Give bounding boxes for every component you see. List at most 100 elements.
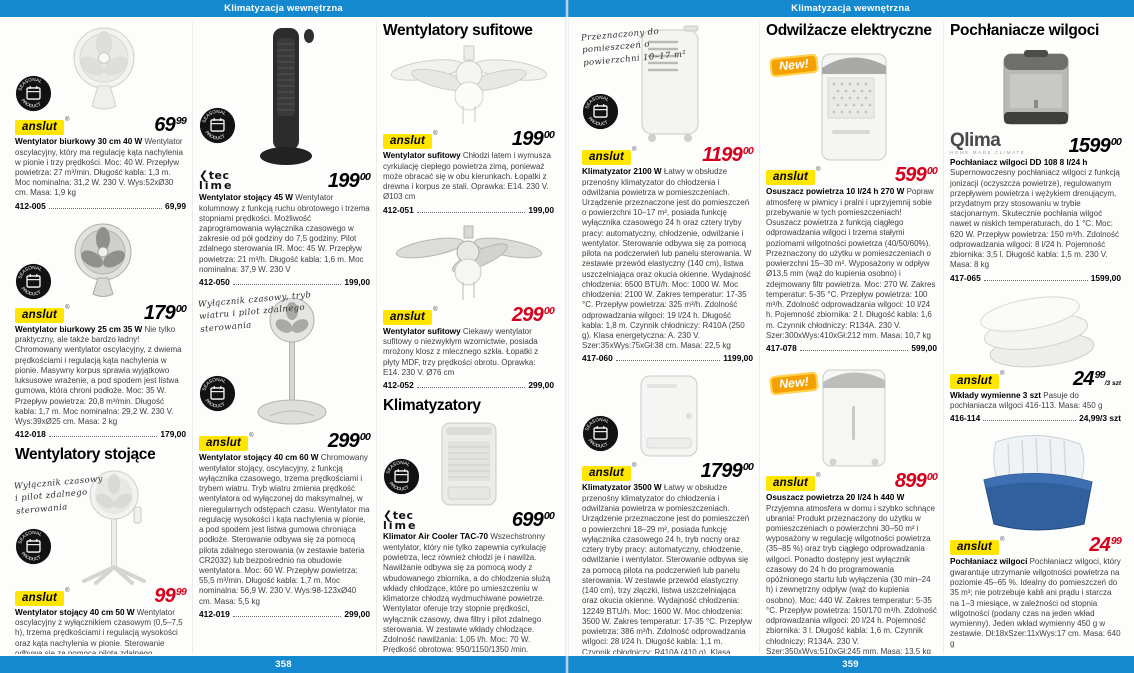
catalog-page-left: Klimatyzacja wewnętrzna xyxy=(0,0,567,673)
product-title: Klimator Air Cooler TAC-70 xyxy=(383,532,489,542)
dotted-leader xyxy=(232,615,342,617)
dotted-leader xyxy=(48,207,163,209)
section-header-dehumidifiers: Odwilżacze elektryczne xyxy=(766,22,932,39)
svg-text:PRODUCT: PRODUCT xyxy=(20,550,41,561)
product-image-desk-fan-chrome: SEASONAL PRODUCT xyxy=(15,218,186,302)
article-number: 416-114 xyxy=(950,413,981,424)
product-image-tower-fan: SEASONAL PRODUCT xyxy=(199,22,370,170)
article-price: 69,99 xyxy=(165,200,186,211)
teclime-logo: ❮tec lime xyxy=(199,169,234,193)
category-header-bar: Klimatyzacja wewnętrzna xyxy=(0,0,567,17)
svg-text:PRODUCT: PRODUCT xyxy=(587,438,608,449)
article-number: 417-065 xyxy=(950,272,981,283)
svg-text:PRODUCT: PRODUCT xyxy=(388,481,409,492)
price: 159900 xyxy=(1068,134,1122,157)
price: 119900 xyxy=(702,144,754,166)
product-description: Klimator Air Cooler TAC-70 Wszechstronny… xyxy=(383,532,551,654)
column-5: Odwilżacze elektryczne New! xyxy=(759,22,943,654)
anslut-logo: anslut xyxy=(15,120,65,135)
product-417-061: SEASONAL PRODUCT anslut® 179900 Klimatyz… xyxy=(582,370,754,654)
page-content: SEASONAL PRODUCT anslut® 6999 Wentylator… xyxy=(0,17,567,656)
anslut-logo: anslut xyxy=(582,150,632,165)
product-title: Wentylator stojący 40 cm 60 W xyxy=(199,453,319,463)
dotted-leader xyxy=(416,211,526,213)
product-description: Klimatyzator 3500 W Łatwy w obsłudze prz… xyxy=(582,483,752,654)
section-header-moisture-absorbers: Pochłaniacze wilgoci xyxy=(950,22,1100,39)
product-description: Klimatyzator 2100 W Łatwy w obsłudze prz… xyxy=(582,167,752,351)
article-price: 24,99 xyxy=(1100,652,1121,654)
product-image-stand-fan-chrome: Wyłącznik czasowy, tryb wiatru i pilot z… xyxy=(198,290,370,430)
seasonal-product-badge: SEASONAL PRODUCT xyxy=(582,415,619,452)
section-header-standing-fans: Wentylatory stojące xyxy=(15,446,156,464)
article-row: 412-051 199,00 xyxy=(383,205,554,215)
price: 6999 xyxy=(154,114,187,136)
article-price: 179,00 xyxy=(160,429,186,440)
dotted-leader xyxy=(615,360,721,362)
price: 29900 xyxy=(327,430,371,453)
qlima-logo: Qlima HOME MADE CLIMATE xyxy=(950,130,1026,156)
seasonal-product-badge: SEASONAL PRODUCT xyxy=(15,528,52,565)
product-description: Wentylator stojący 40 cm 50 W Wentylator… xyxy=(15,607,183,654)
article-number: 417-060 xyxy=(582,353,613,364)
article-number: 412-052 xyxy=(383,380,414,391)
article-row: 412-050 199,00 xyxy=(199,277,370,287)
page-number-bar: 358 xyxy=(0,656,567,673)
article-price: 199,00 xyxy=(344,277,370,288)
anslut-logo: anslut xyxy=(950,373,1000,389)
anslut-logo: anslut xyxy=(766,476,816,492)
price: 9999 xyxy=(154,584,187,607)
article-number: 412-018 xyxy=(15,429,46,440)
section-header-air-conditioners: Klimatyzatory xyxy=(383,397,481,415)
article-row: 416-114 24,99/3 szt xyxy=(950,413,1121,423)
product-image-moisture-absorber-box xyxy=(950,430,1121,534)
svg-text:PRODUCT: PRODUCT xyxy=(587,116,608,127)
category-header-bar: Klimatyzacja wewnętrzna xyxy=(567,0,1134,17)
article-number: 412-019 xyxy=(199,608,230,619)
product-title: Osuszacz powietrza 20 l/24 h 440 W xyxy=(766,493,905,503)
product-image-portable-ac-3500: SEASONAL PRODUCT xyxy=(582,370,753,460)
registered-mark: ® xyxy=(65,117,70,123)
dotted-leader xyxy=(416,387,526,389)
product-description: Osuszacz powietrza 10 l/24 h 270 W Popra… xyxy=(766,187,936,340)
product-title: Klimatyzator 3500 W xyxy=(582,483,662,493)
article-row: 417-065 1599,00 xyxy=(950,273,1121,283)
article-price: 1199,00 xyxy=(723,353,753,364)
article-price: 299,00 xyxy=(344,608,370,619)
article-row: 412-052 299,00 xyxy=(383,380,554,390)
seasonal-product-badge: SEASONAL PRODUCT xyxy=(582,93,619,130)
product-title: Pochłaniacz wilgoci xyxy=(950,557,1028,567)
svg-text:PRODUCT: PRODUCT xyxy=(20,98,41,109)
dotted-leader xyxy=(232,284,342,286)
anslut-logo: anslut xyxy=(15,307,65,323)
anslut-logo: anslut xyxy=(582,466,632,482)
product-image-dehumidifier-10l: New! xyxy=(766,42,937,164)
product-description: Wentylator biurkowy 30 cm 40 W Wentylato… xyxy=(15,137,183,198)
price: 2499 xyxy=(1089,534,1122,557)
svg-text:PRODUCT: PRODUCT xyxy=(204,130,225,141)
product-412-006: Wyłącznik czasowy i pilot zdalnego stero… xyxy=(14,467,187,654)
article-price: 24,99/3 szt xyxy=(1079,413,1121,424)
anslut-logo: anslut xyxy=(766,170,816,186)
category-title: Klimatyzacja wewnętrzna xyxy=(791,3,910,14)
product-title: Pochłaniacz wilgoci DD 108 8 l/24 h xyxy=(950,157,1088,167)
article-row: 412-019 299,00 xyxy=(199,609,370,619)
product-412-018: SEASONAL PRODUCT anslut® 17900 Wentylato… xyxy=(15,218,187,440)
price: 179900 xyxy=(700,460,754,483)
dotted-leader xyxy=(799,350,909,352)
price: 19900 xyxy=(511,128,555,151)
anslut-logo: anslut xyxy=(15,590,65,606)
svg-text:PRODUCT: PRODUCT xyxy=(20,286,41,297)
article-price: 299,00 xyxy=(528,380,554,391)
product-description: Wentylator sufitowy Chłodzi latem i wymu… xyxy=(383,151,551,202)
article-price: 199,00 xyxy=(528,204,554,215)
category-title: Klimatyzacja wewnętrzna xyxy=(224,3,343,14)
teclime-logo: ❮tec lime xyxy=(383,508,418,532)
product-title: Wentylator sufitowy xyxy=(383,151,461,161)
article-row: 417-078 599,00 xyxy=(766,343,937,353)
page-number-bar: 359 xyxy=(567,656,1134,673)
product-412-005: SEASONAL PRODUCT anslut® 6999 Wentylator… xyxy=(15,22,187,211)
column-4: Przeznaczony do pomieszczeń o powierzchn… xyxy=(576,22,759,654)
svg-text:PRODUCT: PRODUCT xyxy=(204,398,225,409)
article-number: 412-051 xyxy=(383,204,414,215)
